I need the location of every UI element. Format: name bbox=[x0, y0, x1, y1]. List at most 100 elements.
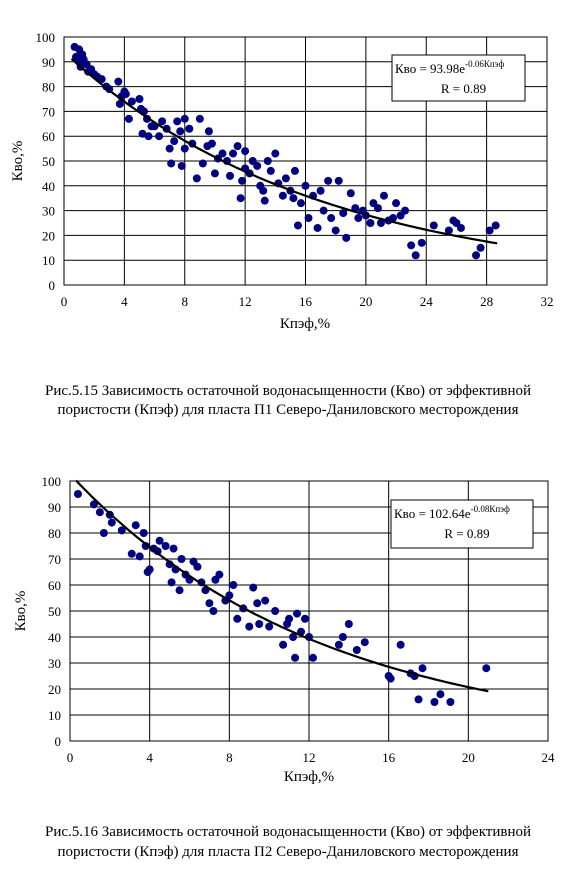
caption: пористости (Кпэф) для пласта П2 Северо-Д… bbox=[57, 844, 518, 860]
r-label: R = 0.89 bbox=[444, 526, 489, 541]
point bbox=[352, 646, 361, 654]
x-tick-label: 0 bbox=[67, 750, 74, 765]
point bbox=[301, 614, 310, 623]
point bbox=[396, 640, 405, 649]
point bbox=[354, 214, 363, 223]
point bbox=[417, 238, 426, 247]
x-axis-title: Кпэф,% bbox=[280, 316, 330, 332]
point bbox=[253, 161, 262, 170]
point bbox=[89, 500, 98, 509]
point bbox=[366, 219, 375, 227]
r-label: R = 0.89 bbox=[441, 81, 486, 96]
equation-exponent: -0.06Кпэф bbox=[465, 59, 504, 69]
point bbox=[127, 97, 136, 106]
point bbox=[265, 622, 274, 631]
point bbox=[114, 77, 123, 86]
point bbox=[225, 591, 234, 600]
point bbox=[279, 640, 288, 649]
point bbox=[177, 555, 186, 563]
point bbox=[175, 586, 184, 595]
point bbox=[444, 226, 453, 235]
point bbox=[263, 157, 272, 165]
point bbox=[207, 139, 216, 148]
point bbox=[124, 114, 133, 123]
point bbox=[180, 114, 189, 123]
point bbox=[324, 176, 333, 185]
point bbox=[259, 186, 268, 195]
y-tick-label: 60 bbox=[42, 129, 55, 144]
point bbox=[229, 149, 238, 158]
point bbox=[334, 640, 343, 649]
x-tick-label: 8 bbox=[182, 294, 189, 309]
y-tick-label: 20 bbox=[48, 682, 61, 697]
point bbox=[338, 633, 347, 641]
caption: Рис.5.16 Зависимость остаточной водонасы… bbox=[45, 824, 531, 840]
point bbox=[233, 142, 242, 151]
y-tick-label: 0 bbox=[55, 734, 62, 749]
point bbox=[210, 169, 219, 178]
point bbox=[135, 95, 144, 103]
point bbox=[236, 194, 245, 203]
point bbox=[373, 204, 382, 213]
point bbox=[304, 214, 313, 223]
plot-frame bbox=[69, 480, 549, 742]
point bbox=[158, 117, 167, 126]
point bbox=[482, 664, 491, 673]
point bbox=[249, 583, 258, 592]
point bbox=[121, 90, 130, 99]
point bbox=[316, 186, 325, 195]
point bbox=[138, 129, 147, 138]
y-tick-label: 100 bbox=[42, 474, 62, 489]
point bbox=[209, 607, 218, 615]
x-tick-label: 12 bbox=[239, 294, 252, 309]
point bbox=[278, 191, 287, 200]
y-tick-label: 70 bbox=[42, 104, 55, 119]
equation-main: Кво = 102.64e bbox=[394, 506, 471, 521]
x-tick-label: 24 bbox=[542, 750, 556, 765]
point bbox=[266, 166, 275, 175]
point bbox=[414, 695, 423, 704]
y-tick-label: 50 bbox=[48, 604, 61, 619]
trendline bbox=[70, 57, 498, 245]
y-tick-label: 100 bbox=[36, 30, 56, 45]
x-tick-label: 28 bbox=[480, 294, 493, 309]
x-tick-label: 20 bbox=[359, 294, 372, 309]
trendline bbox=[75, 479, 489, 693]
y-tick-label: 20 bbox=[42, 228, 55, 243]
point bbox=[115, 99, 124, 108]
point bbox=[238, 176, 247, 185]
y-tick-label: 0 bbox=[49, 278, 56, 293]
equation: Кво = 93.98e-0.06Кпэф bbox=[395, 59, 504, 76]
y-tick-label: 30 bbox=[42, 204, 55, 219]
point bbox=[165, 144, 174, 153]
point bbox=[155, 132, 164, 141]
point bbox=[180, 144, 189, 153]
y-tick-label: 40 bbox=[42, 179, 55, 194]
point bbox=[73, 490, 82, 498]
x-tick-label: 16 bbox=[382, 750, 396, 765]
y-axis-title: Кво,% bbox=[13, 591, 29, 632]
point bbox=[446, 698, 455, 706]
x-tick-label: 4 bbox=[146, 750, 153, 765]
point bbox=[293, 609, 302, 618]
point bbox=[241, 147, 250, 156]
point bbox=[376, 219, 385, 227]
point bbox=[436, 690, 445, 699]
x-tick-label: 32 bbox=[541, 294, 554, 309]
point bbox=[195, 114, 204, 123]
point bbox=[261, 596, 270, 605]
point bbox=[281, 174, 290, 183]
point bbox=[430, 698, 439, 706]
equation: Кво = 102.64e-0.08Кпэф bbox=[394, 504, 510, 521]
point bbox=[139, 529, 148, 537]
y-tick-label: 90 bbox=[48, 500, 61, 515]
point bbox=[401, 206, 410, 215]
point bbox=[107, 518, 116, 527]
point bbox=[131, 521, 140, 530]
equation-main: Кво = 93.98e bbox=[395, 61, 465, 76]
point bbox=[327, 214, 336, 223]
y-tick-label: 30 bbox=[48, 656, 61, 671]
point bbox=[260, 196, 269, 205]
point bbox=[331, 226, 340, 235]
